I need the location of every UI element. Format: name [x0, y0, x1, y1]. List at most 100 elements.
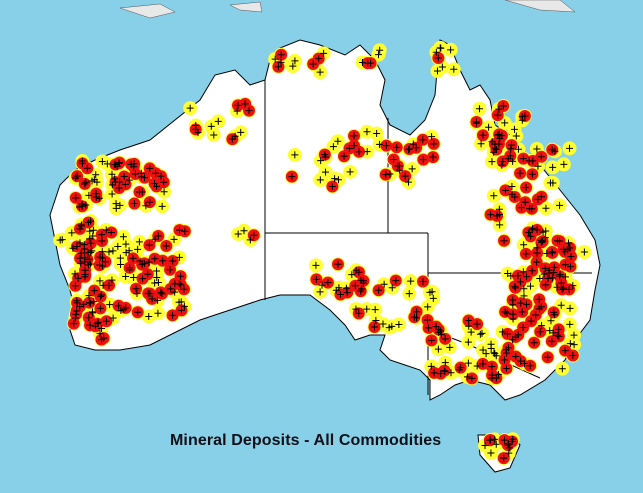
deposit-plus-marker — [334, 260, 342, 268]
deposit-plus-marker — [119, 233, 127, 241]
deposit-plus-marker — [543, 250, 551, 258]
deposit-plus-marker — [318, 281, 326, 289]
deposit-plus-marker — [98, 325, 106, 333]
deposit-plus-marker — [151, 235, 159, 243]
deposit-plus-marker — [86, 235, 94, 243]
deposit-plus-marker — [107, 228, 115, 236]
deposit-plus-marker — [510, 125, 518, 133]
deposit-plus-marker — [240, 227, 248, 235]
deposit-plus-marker — [98, 237, 106, 245]
deposit-plus-marker — [509, 157, 517, 165]
map-caption: Mineral Deposits - All Commodities — [170, 432, 442, 449]
deposit-plus-marker — [78, 202, 86, 210]
deposit-plus-marker — [539, 237, 547, 245]
deposit-plus-marker — [375, 286, 383, 294]
deposit-plus-marker — [154, 296, 162, 304]
deposit-plus-marker — [550, 263, 558, 271]
deposit-plus-marker — [87, 239, 95, 247]
deposit-plus-marker — [485, 123, 493, 131]
deposit-plus-marker — [181, 227, 189, 235]
deposit-plus-marker — [363, 128, 371, 136]
deposit-plus-marker — [501, 308, 509, 316]
deposit-plus-marker — [207, 122, 215, 130]
deposit-plus-marker — [78, 159, 86, 167]
deposit-plus-marker — [538, 322, 546, 330]
deposit-plus-marker — [86, 227, 94, 235]
deposit-plus-marker — [153, 267, 161, 275]
deposit-plus-marker — [380, 280, 388, 288]
deposit-plus-marker — [291, 151, 299, 159]
deposit-plus-marker — [97, 291, 105, 299]
deposit-plus-marker — [180, 302, 188, 310]
deposit-plus-marker — [371, 306, 379, 314]
neighbour-islands — [119, 0, 576, 19]
deposit-plus-marker — [85, 299, 93, 307]
deposit-plus-marker — [85, 314, 93, 322]
deposit-plus-marker — [428, 133, 436, 141]
deposit-plus-marker — [494, 131, 502, 139]
deposit-plus-marker — [455, 366, 463, 374]
deposit-plus-marker — [99, 262, 107, 270]
deposit-plus-marker — [549, 163, 557, 171]
deposit-plus-marker — [409, 140, 417, 148]
deposit-plus-marker — [426, 288, 434, 296]
deposit-plus-marker — [548, 146, 556, 154]
deposit-plus-marker — [476, 105, 484, 113]
deposit-plus-marker — [557, 301, 565, 309]
deposit-plus-marker — [413, 308, 421, 316]
deposit-plus-marker — [77, 249, 85, 257]
deposit-plus-marker — [473, 362, 481, 370]
deposit-plus-marker — [511, 284, 519, 292]
deposit-plus-marker — [177, 298, 185, 306]
deposit-plus-marker — [160, 178, 168, 186]
deposit-plus-marker — [548, 249, 556, 257]
deposit-plus-marker — [98, 157, 106, 165]
deposit-plus-marker — [214, 117, 222, 125]
deposit-plus-marker — [91, 322, 99, 330]
deposit-plus-marker — [566, 320, 574, 328]
deposit-plus-marker — [534, 195, 542, 203]
deposit-plus-marker — [108, 170, 116, 178]
deposit-plus-marker — [537, 238, 545, 246]
deposit-plus-marker — [570, 331, 578, 339]
deposit-plus-marker — [116, 254, 124, 262]
deposit-plus-marker — [441, 367, 449, 375]
deposit-plus-marker — [328, 182, 336, 190]
deposit-plus-marker — [120, 173, 128, 181]
deposit-plus-marker — [372, 316, 380, 324]
deposit-plus-marker — [546, 179, 554, 187]
deposit-plus-marker — [419, 278, 427, 286]
deposit-plus-marker — [170, 235, 178, 243]
deposit-plus-marker — [490, 349, 498, 357]
deposit-plus-marker — [566, 263, 574, 271]
deposit-plus-marker — [92, 171, 100, 179]
deposit-plus-marker — [180, 285, 188, 293]
deposit-plus-marker — [437, 327, 445, 335]
deposit-plus-marker — [382, 171, 390, 179]
deposit-plus-marker — [519, 324, 527, 332]
deposit-plus-marker — [316, 176, 324, 184]
deposit-plus-marker — [145, 241, 153, 249]
deposit-plus-marker — [102, 317, 110, 325]
deposit-plus-marker — [504, 440, 512, 448]
deposit-plus-marker — [561, 261, 569, 269]
deposit-plus-marker — [145, 258, 153, 266]
deposit-plus-marker — [194, 129, 202, 137]
deposit-plus-marker — [186, 104, 194, 112]
deposit-plus-marker — [542, 204, 550, 212]
deposit-plus-marker — [556, 270, 564, 278]
deposit-plus-marker — [348, 271, 356, 279]
deposit-plus-marker — [74, 274, 82, 282]
deposit-plus-marker — [376, 46, 384, 54]
deposit-plus-marker — [487, 449, 495, 457]
deposit-plus-marker — [536, 274, 544, 282]
deposit-plus-marker — [447, 46, 455, 54]
deposit-plus-marker — [89, 226, 97, 234]
deposit-plus-marker — [80, 300, 88, 308]
deposit-plus-marker — [487, 344, 495, 352]
deposit-plus-marker — [490, 435, 498, 443]
deposit-plus-marker — [95, 194, 103, 202]
deposit-plus-marker — [544, 275, 552, 283]
deposit-plus-marker — [564, 239, 572, 247]
deposit-plus-marker — [101, 258, 109, 266]
